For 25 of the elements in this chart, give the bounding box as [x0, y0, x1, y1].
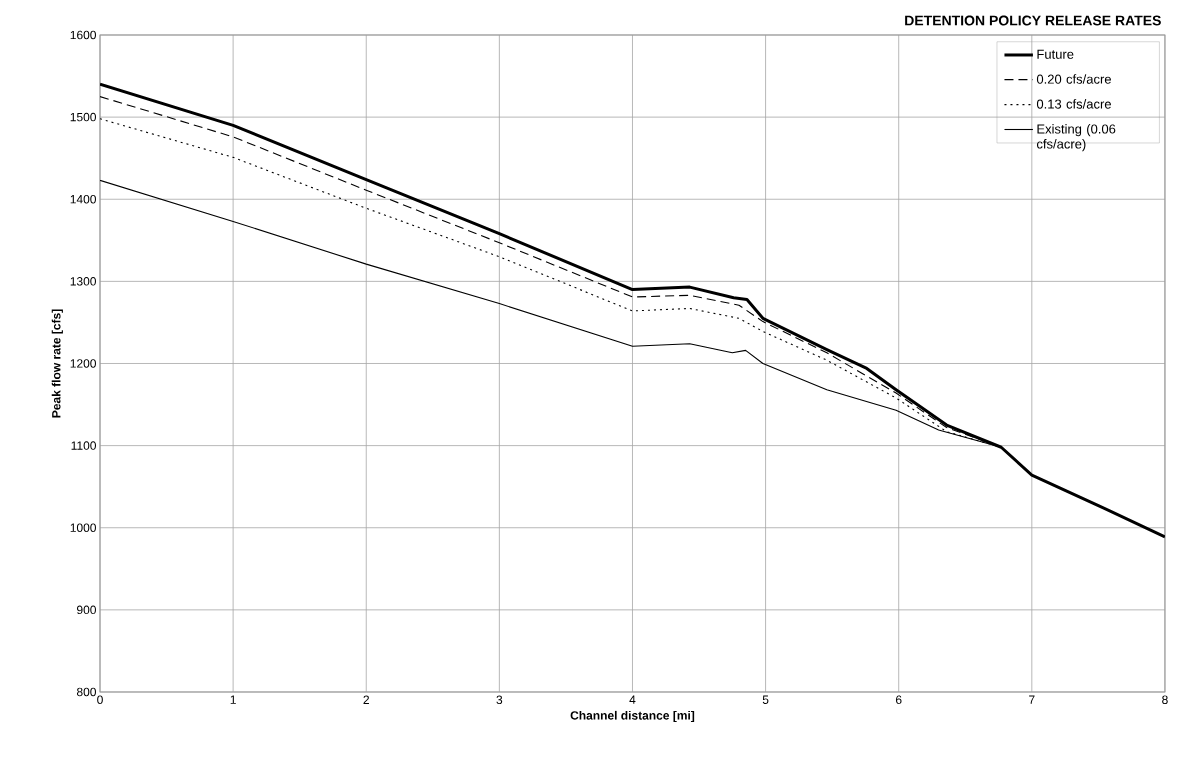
- x-tick-label: 6: [895, 695, 902, 705]
- x-axis-title: Channel distance [mi]: [570, 710, 695, 723]
- y-tick-label: 1400: [70, 195, 96, 204]
- legend-label: 0.20 cfs/acre: [1036, 74, 1111, 84]
- x-tick-label: 3: [496, 695, 503, 705]
- y-tick-label: 1300: [70, 277, 96, 286]
- y-tick-label: 1500: [70, 112, 96, 122]
- legend-label: 0.13 cfs/acre: [1036, 99, 1111, 109]
- x-tick-label: 2: [363, 695, 369, 704]
- chart-title: DETENTION POLICY RELEASE RATES: [905, 15, 1161, 26]
- y-tick-label: 900: [77, 605, 96, 615]
- y-tick-label: 1600: [70, 30, 96, 40]
- x-tick-label: 5: [762, 695, 769, 704]
- x-tick-label: 4: [629, 695, 636, 704]
- y-tick-label: 800: [76, 687, 96, 697]
- x-tick-label: 8: [1162, 695, 1168, 705]
- legend-label: Future: [1037, 49, 1074, 59]
- y-tick-label: 1100: [71, 441, 97, 450]
- y-tick-label: 1000: [70, 523, 96, 532]
- y-tick-label: 1200: [70, 359, 96, 368]
- x-tick-label: 1: [230, 695, 236, 704]
- y-axis-title: Peak flow rate [cfs]: [51, 309, 63, 418]
- x-tick-label: 7: [1029, 695, 1035, 704]
- x-tick-label: 0: [97, 695, 103, 705]
- legend-label: Existing (0.06 cfs/acre): [1036, 124, 1116, 152]
